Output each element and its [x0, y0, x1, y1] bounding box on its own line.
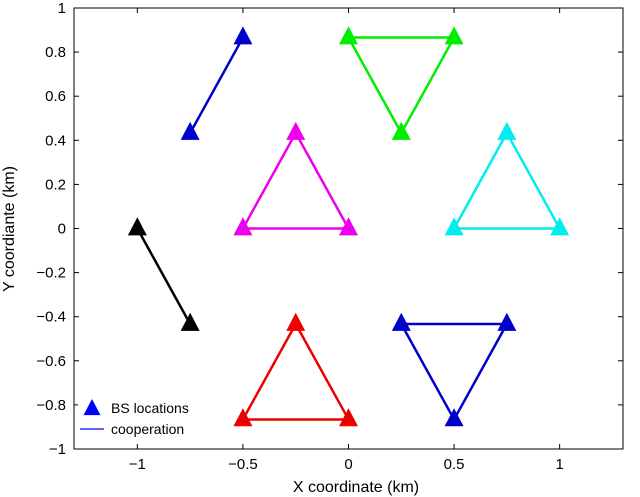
cooperation-link-6: [400, 322, 509, 421]
bs-location-marker-4-0: [127, 217, 147, 236]
x-tick-label: 0.5: [444, 456, 465, 473]
bs-location-marker-5-2: [339, 408, 358, 427]
bs-location-marker-3-2: [550, 217, 570, 236]
y-tick-label: −0.4: [36, 309, 66, 326]
x-tick-label: −0.5: [228, 456, 258, 473]
legend-label-cooperation: cooperation: [111, 421, 184, 437]
bs-location-marker-1-2: [391, 121, 411, 140]
bs-location-marker-6-1: [497, 312, 517, 331]
y-tick-label: −0.6: [36, 353, 66, 370]
bs-location-marker-5-1: [233, 408, 253, 427]
bs-location-marker-3-0: [497, 121, 517, 140]
cooperation-link-2: [241, 131, 350, 230]
y-tick-label: −1: [49, 441, 66, 458]
bs-location-marker-2-2: [339, 217, 358, 236]
x-tick-label: 1: [555, 456, 563, 473]
cooperation-link-5: [241, 322, 350, 421]
bs-location-marker-6-2: [444, 408, 464, 427]
y-tick-label: 1: [58, 0, 66, 17]
cooperation-link-4: [136, 227, 192, 325]
y-tick-label: 0.8: [45, 44, 66, 61]
y-tick-label: 0.4: [45, 132, 66, 149]
bs-location-marker-5-0: [286, 312, 306, 331]
x-axis-label: X coordinate (km): [293, 479, 419, 496]
y-tick-label: −0.8: [36, 397, 66, 414]
bs-location-marker-6-0: [391, 312, 411, 331]
bs-location-marker-1-0: [339, 26, 358, 45]
y-axis-label: Y coordiante (km): [1, 166, 18, 292]
bs-location-marker-3-1: [444, 217, 464, 236]
bs-location-marker-0-1: [233, 26, 253, 45]
y-tick-label: −0.2: [36, 265, 66, 282]
legend-box: [78, 392, 218, 444]
bs-location-marker-1-1: [444, 26, 464, 45]
cooperation-link-3: [452, 131, 561, 230]
bs-location-marker-2-0: [286, 121, 306, 140]
y-tick-label: 0.2: [45, 176, 66, 193]
cooperation-link-0: [189, 36, 245, 134]
legend: BS locations cooperation: [78, 392, 218, 444]
x-tick-label: 0: [344, 456, 352, 473]
legend-label-bs: BS locations: [111, 400, 189, 416]
x-tick-label: −1: [129, 456, 146, 473]
bs-location-marker-2-1: [233, 217, 253, 236]
bs-location-marker-0-0: [180, 121, 200, 140]
y-tick-label: 0: [58, 221, 66, 238]
y-tick-label: 0.6: [45, 88, 66, 105]
cooperation-link-1: [347, 36, 456, 135]
legend-marker-bs: [83, 398, 101, 416]
bs-location-marker-4-1: [180, 312, 200, 331]
